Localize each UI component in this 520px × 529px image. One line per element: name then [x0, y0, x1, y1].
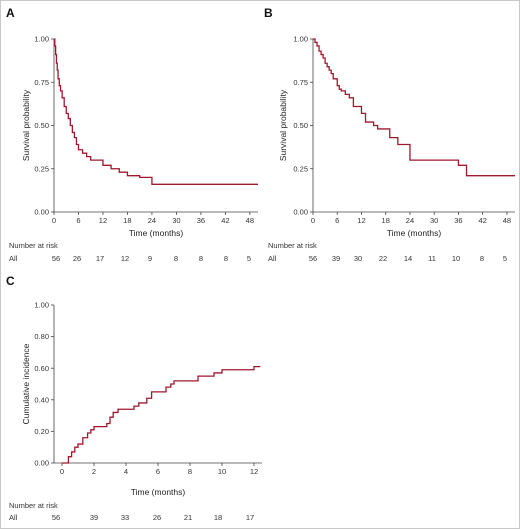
panel-a-risk-value: 8	[224, 254, 228, 263]
panel-a-y-tick-label: 1.00	[34, 35, 49, 44]
panel-c-x-tick-label: 6	[156, 467, 160, 476]
panel-c-risk-title: Number at risk	[9, 501, 58, 510]
panel-b: B 0.00 0.25 0.50 0.75 1.00 0 6 12 18 24 30 36 42 48 Tim…	[264, 6, 515, 263]
panel-a-x-axis-label: Time (months)	[129, 228, 184, 238]
panel-c-risk-value: 26	[153, 513, 161, 522]
panel-b-x-tick-label: 30	[430, 216, 438, 225]
panel-b-risk-value: 10	[452, 254, 460, 263]
panel-a-x-tick-label: 30	[172, 216, 180, 225]
panel-b-risk-value: 5	[503, 254, 507, 263]
panel-a-y-tick-label: 0.25	[34, 164, 49, 173]
panel-b-risk-value: 22	[379, 254, 387, 263]
panel-c-y-tick-label: 0.00	[34, 459, 49, 468]
panel-a-risk-value: 26	[73, 254, 81, 263]
panel-c-x-tick-label: 2	[92, 467, 96, 476]
panel-b-y-tick-label: 0.25	[293, 164, 308, 173]
panel-b-y-tick-label: 0.50	[293, 121, 308, 130]
panel-b-x-tick-label: 36	[454, 216, 462, 225]
panel-b-risk-value: 11	[428, 254, 436, 263]
panel-a-risk-value: 8	[199, 254, 203, 263]
panel-b-x-tick-label: 24	[406, 216, 414, 225]
panel-c-curve	[62, 365, 261, 464]
panel-b-risk-title: Number at risk	[268, 241, 317, 250]
panel-c-risk-value: 39	[90, 513, 98, 522]
panel-b-x-tick-label: 42	[479, 216, 487, 225]
panel-c-y-tick-label: 0.80	[34, 332, 49, 341]
panel-c-letter: C	[6, 274, 15, 288]
panel-b-risk-row-label: All	[268, 254, 277, 263]
panel-a-risk-value: 8	[174, 254, 178, 263]
panel-a-letter: A	[6, 6, 15, 20]
panel-c-y-axis-label: Cumulative incidence	[21, 343, 31, 424]
panel-b-letter: B	[264, 6, 273, 20]
panel-a-x-tick-label: 36	[197, 216, 205, 225]
panel-c-y-tick-label: 0.20	[34, 427, 49, 436]
panel-a-curve	[54, 38, 258, 185]
panel-b-risk-value: 30	[354, 254, 362, 263]
panel-b-y-axis-label: Survival probability	[278, 89, 288, 161]
panel-a-risk-row-label: All	[9, 254, 18, 263]
panel-b-curve	[313, 38, 515, 177]
panel-c-risk-value: 18	[214, 513, 222, 522]
panel-a-x-tick-label: 6	[76, 216, 80, 225]
panel-a-risk-value: 5	[247, 254, 251, 263]
panel-b-x-axis-label: Time (months)	[387, 228, 442, 238]
panel-a: A 0.00 0.25 0.50 0.75 1.00 0 6 12 18 24 30 36 42 48 Tim…	[6, 6, 258, 263]
panel-b-x-tick-label: 48	[503, 216, 511, 225]
panel-a-risk-value: 9	[148, 254, 152, 263]
panel-b-risk-value: 39	[332, 254, 340, 263]
panel-c-x-axis-label: Time (months)	[131, 487, 186, 497]
panel-c-y-tick-label: 0.40	[34, 395, 49, 404]
panel-c-x-tick-label: 8	[188, 467, 192, 476]
panel-a-x-tick-label: 48	[246, 216, 254, 225]
panel-b-x-tick-label: 12	[357, 216, 365, 225]
panel-c-risk-value: 56	[52, 513, 60, 522]
panel-c: C 0.00 0.20 0.40 0.60 0.80 1.00 0 2 4 6 8 10 12 Time (…	[6, 274, 262, 522]
panel-c-x-tick-label: 10	[218, 467, 226, 476]
panel-a-x-tick-label: 12	[99, 216, 107, 225]
panel-c-x-tick-label: 4	[124, 467, 128, 476]
panel-c-x-tick-label: 12	[250, 467, 258, 476]
panel-a-y-tick-label: 0.50	[34, 121, 49, 130]
panel-b-risk-value: 56	[309, 254, 317, 263]
panel-a-x-tick-label: 42	[221, 216, 229, 225]
panel-b-x-tick-label: 0	[311, 216, 315, 225]
panel-a-risk-title: Number at risk	[9, 241, 58, 250]
panel-b-x-tick-label: 18	[382, 216, 390, 225]
panel-c-risk-row-label: All	[9, 513, 18, 522]
panel-c-y-tick-label: 1.00	[34, 301, 49, 310]
panel-c-y-tick-label: 0.60	[34, 364, 49, 373]
panel-a-x-tick-label: 0	[52, 216, 56, 225]
panel-a-risk-value: 56	[52, 254, 60, 263]
panel-b-y-tick-label: 0.75	[293, 78, 308, 87]
panel-c-risk-value: 33	[121, 513, 129, 522]
panel-a-risk-value: 12	[121, 254, 129, 263]
panel-a-x-tick-label: 24	[148, 216, 156, 225]
panel-a-y-tick-label: 0.00	[34, 208, 49, 217]
panel-b-risk-value: 14	[404, 254, 412, 263]
panel-a-y-axis-label: Survival probability	[21, 89, 31, 161]
panel-a-x-tick-label: 18	[123, 216, 131, 225]
panel-c-x-tick-label: 0	[60, 467, 64, 476]
panel-b-y-tick-label: 1.00	[293, 35, 308, 44]
panel-a-risk-value: 17	[96, 254, 104, 263]
panel-b-risk-value: 8	[480, 254, 484, 263]
panel-a-y-tick-label: 0.75	[34, 78, 49, 87]
panel-b-x-tick-label: 6	[335, 216, 339, 225]
panel-b-y-tick-label: 0.00	[293, 208, 308, 217]
panel-c-risk-value: 21	[184, 513, 192, 522]
panel-c-risk-value: 17	[246, 513, 254, 522]
